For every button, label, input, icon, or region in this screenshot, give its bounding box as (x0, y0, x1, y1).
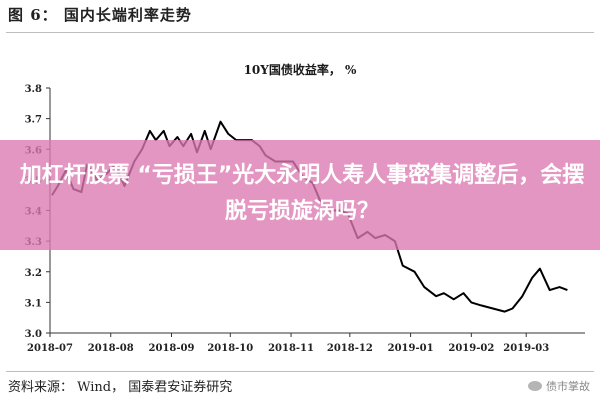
x-tick-label: 2019-03 (503, 343, 549, 354)
x-tick-label: 2019-01 (388, 343, 434, 354)
x-tick-label: 2019-02 (448, 343, 494, 354)
x-tick-label: 2018-12 (327, 343, 373, 354)
overlay-banner[interactable] (0, 140, 600, 250)
y-tick-label: 3.2 (25, 268, 42, 279)
x-tick-label: 2018-08 (88, 343, 134, 354)
y-tick-label: 3.8 (25, 84, 42, 95)
x-tick-label: 2018-10 (207, 343, 253, 354)
overlay-banner-text[interactable]: 加杠杆股票 “亏损王”光大永明人寿人事密集调整后，会摆脱亏损旋涡吗？ (19, 163, 585, 224)
top-divider (6, 32, 594, 33)
y-tick-label: 3.1 (25, 298, 42, 309)
y-tick-label: 3.0 (25, 329, 42, 340)
x-tick-labels: 2018-07 2018-08 2018-09 2018-10 2018-11 2018-… (27, 343, 549, 354)
chart-title: 10Y国债收益率， % (243, 63, 357, 77)
x-tick-label: 2018-09 (149, 343, 195, 354)
figure-title: 图 6： 国内长端利率走势 (8, 6, 192, 24)
watermark: 债市掌故 (528, 378, 590, 394)
bottom-divider (6, 371, 594, 372)
watermark-text: 债市掌故 (546, 380, 590, 393)
x-tick-label: 2018-07 (27, 343, 73, 354)
wechat-icon (528, 381, 542, 391)
y-tick-label: 3.7 (25, 115, 42, 126)
source-note: 资料来源： Wind， 国泰君安证券研究 (8, 380, 233, 395)
x-tick-label: 2018-11 (268, 343, 314, 354)
